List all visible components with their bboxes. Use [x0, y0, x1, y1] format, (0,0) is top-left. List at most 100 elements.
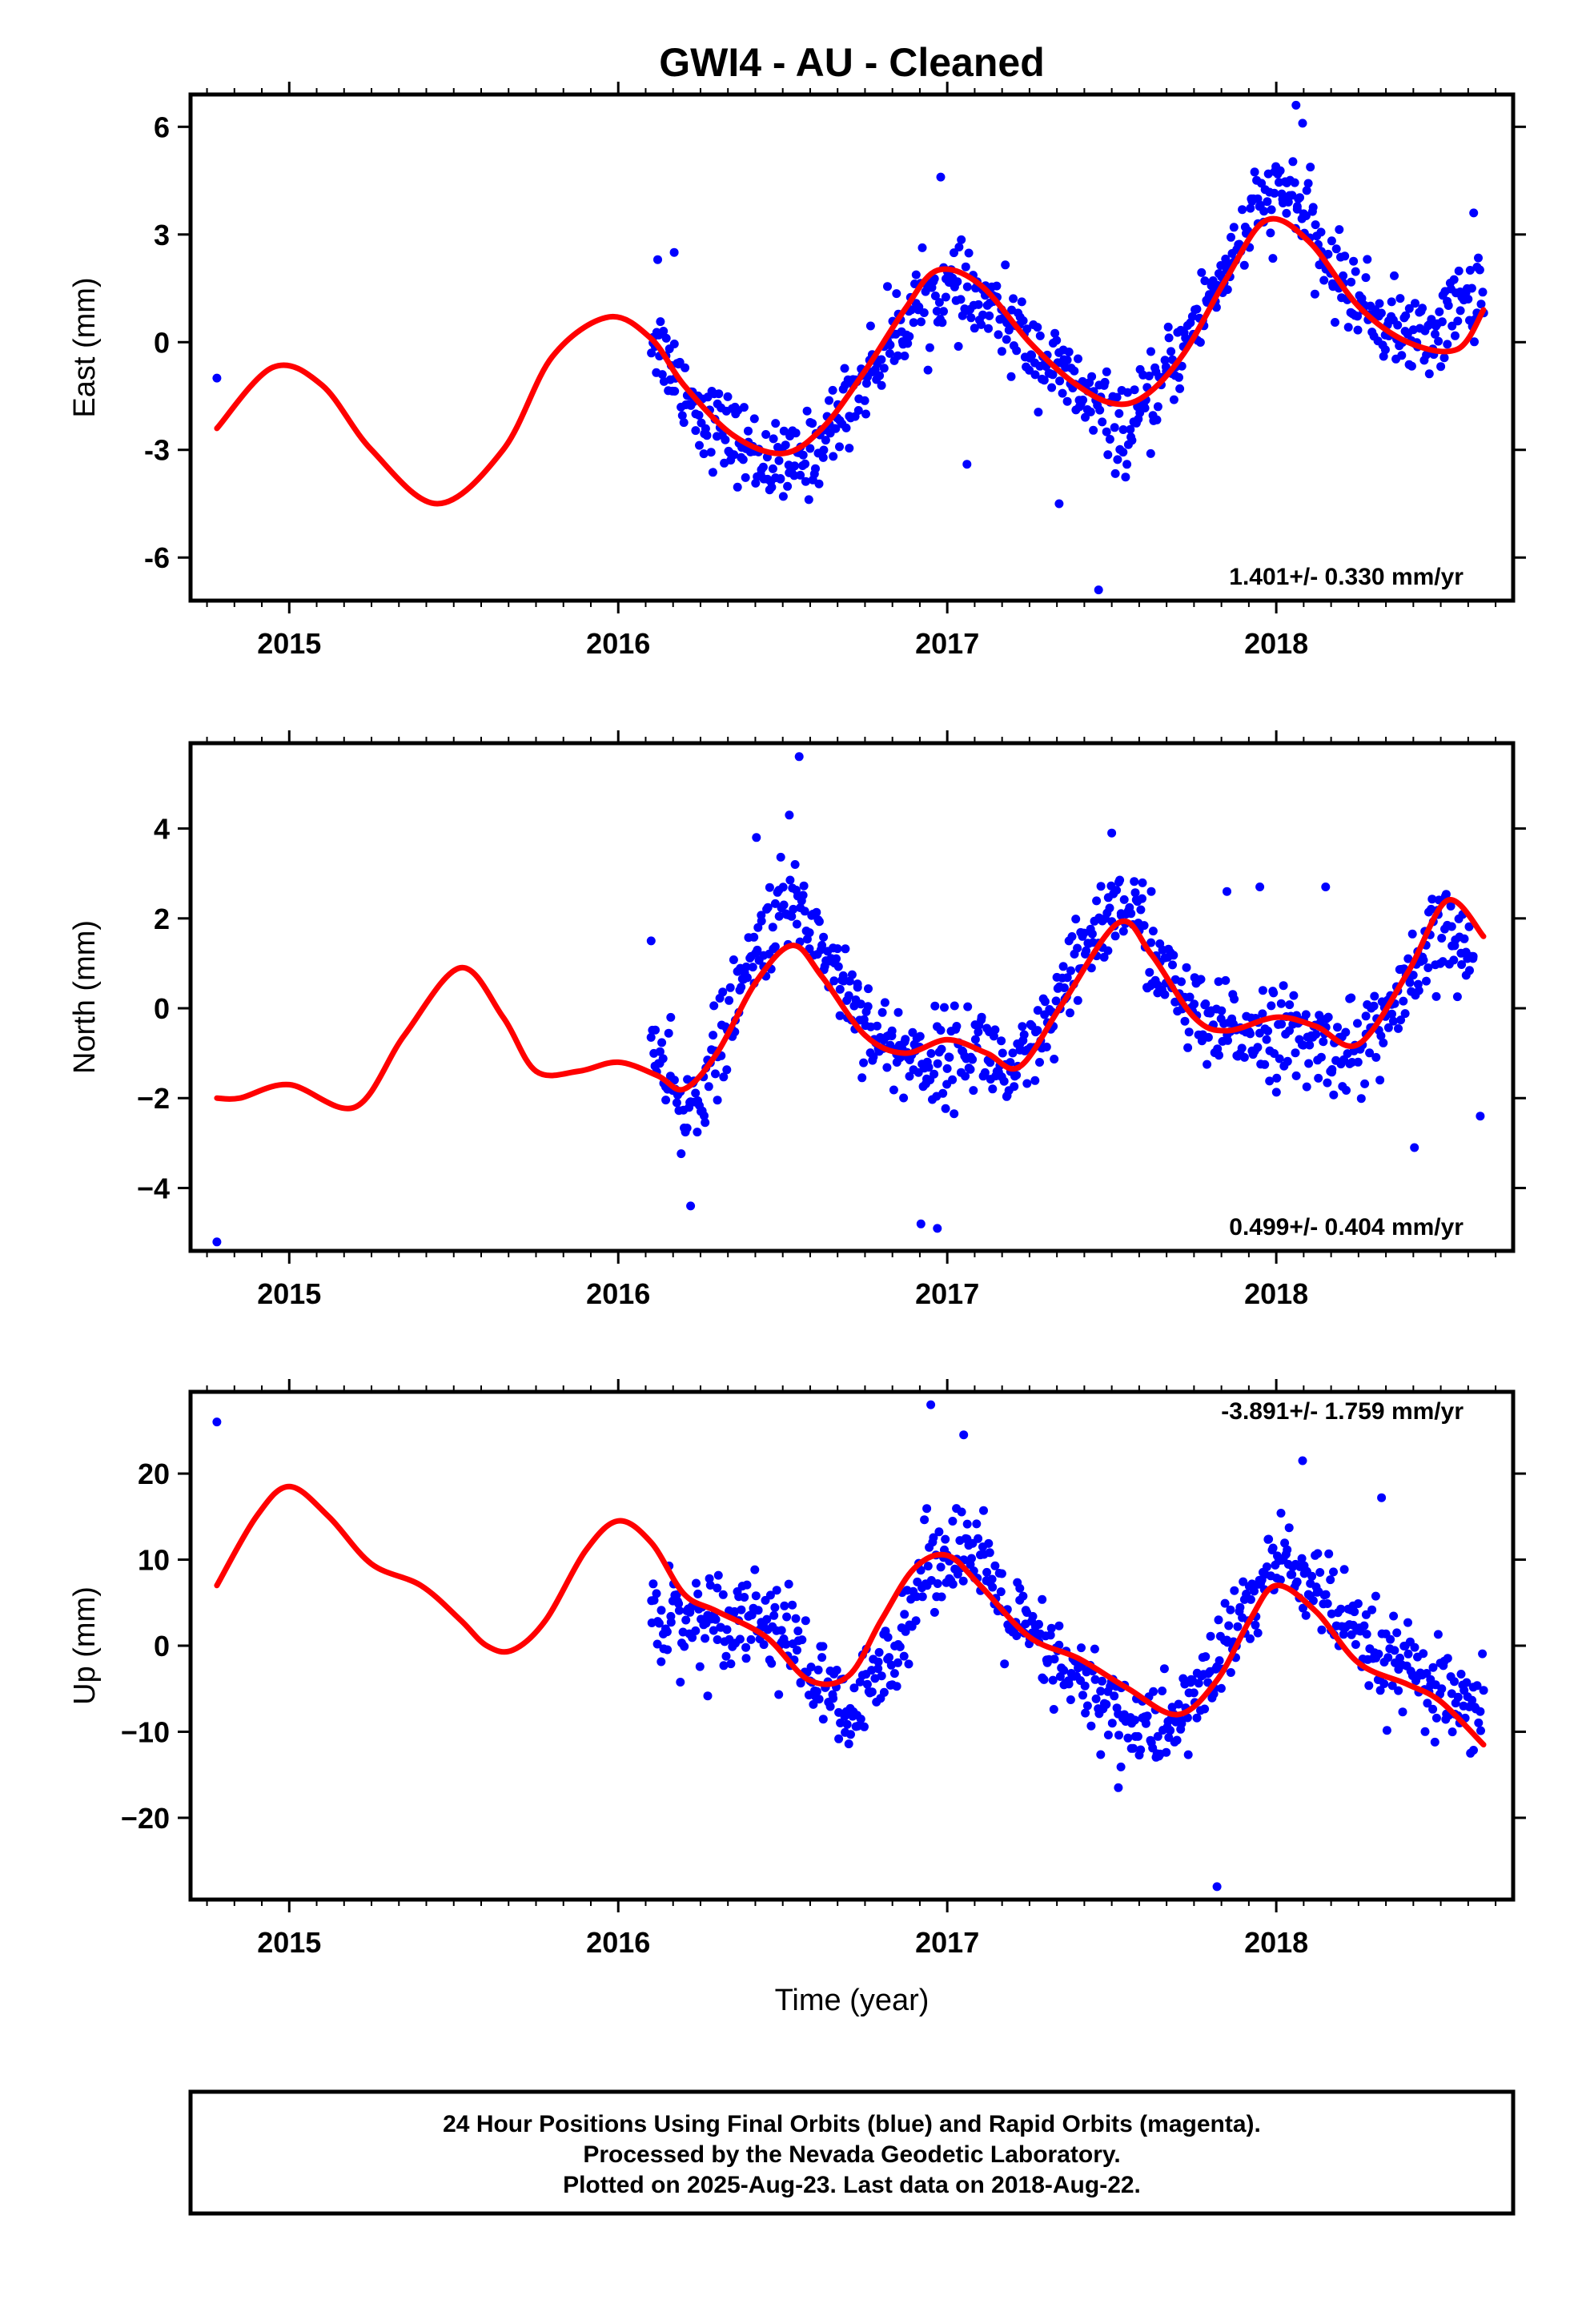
east-data-point	[1039, 376, 1049, 385]
north-x-tick-label: 2017	[915, 1277, 979, 1310]
up-data-point	[1359, 1621, 1369, 1630]
east-data-point	[1118, 448, 1128, 457]
east-data-point	[801, 459, 810, 468]
up-data-point	[1472, 1681, 1482, 1691]
east-data-point	[1311, 220, 1320, 230]
up-data-point	[1361, 1610, 1371, 1619]
north-data-point	[1333, 1023, 1342, 1032]
east-data-point	[1467, 283, 1476, 293]
up-data-point	[1284, 1523, 1294, 1533]
east-data-point	[1435, 307, 1444, 316]
up-data-point	[987, 1574, 997, 1584]
east-data-point	[1081, 412, 1090, 422]
north-data-point	[1457, 960, 1467, 969]
up-data-point	[1447, 1727, 1457, 1737]
north-data-point	[691, 1088, 701, 1098]
east-data-point	[1353, 325, 1363, 335]
east-data-point	[695, 440, 704, 450]
up-data-point	[923, 1562, 933, 1571]
north-data-point	[961, 1072, 970, 1081]
east-data-point	[941, 292, 950, 302]
east-data-point	[829, 452, 838, 461]
up-data-point	[911, 1616, 921, 1626]
east-data-point	[877, 355, 886, 364]
east-data-point	[814, 479, 824, 489]
up-data-point	[879, 1687, 889, 1697]
up-data-point	[1090, 1675, 1100, 1684]
east-data-point	[723, 392, 733, 401]
north-outlier-point	[752, 833, 761, 842]
north-data-point	[1311, 1030, 1321, 1039]
up-data-point	[770, 1602, 780, 1612]
up-data-point	[1039, 1675, 1049, 1684]
north-y-axis-label: North (mm)	[68, 920, 102, 1074]
north-data-point	[682, 1124, 692, 1133]
east-x-tick-label: 2018	[1244, 627, 1308, 660]
north-data-point	[814, 917, 824, 927]
up-data-point	[1307, 1571, 1317, 1581]
up-data-point	[900, 1610, 909, 1619]
north-data-point	[1370, 991, 1379, 1001]
east-data-point	[1411, 299, 1419, 308]
north-data-point	[1464, 922, 1474, 931]
up-data-point	[1443, 1654, 1452, 1663]
east-data-point	[953, 277, 962, 287]
north-data-point	[1387, 1009, 1396, 1019]
north-data-point	[863, 1002, 873, 1011]
up-data-point	[1428, 1704, 1438, 1714]
north-data-point	[792, 919, 801, 929]
up-data-point	[1159, 1664, 1169, 1674]
up-data-point	[1177, 1719, 1186, 1728]
east-data-point	[749, 414, 759, 424]
north-data-point	[893, 1007, 903, 1017]
north-data-point	[1272, 1073, 1282, 1083]
north-data-point	[704, 1082, 713, 1092]
up-data-point	[893, 1658, 902, 1667]
north-data-point	[1086, 963, 1096, 973]
north-data-point	[1112, 886, 1122, 895]
up-data-point	[1456, 1670, 1466, 1679]
up-data-point	[676, 1678, 685, 1687]
east-data-point	[1034, 408, 1043, 417]
north-data-point	[757, 916, 766, 926]
east-data-point	[917, 243, 927, 252]
east-data-point	[1216, 261, 1226, 270]
up-data-point	[1078, 1691, 1087, 1700]
east-data-point	[841, 423, 851, 432]
north-data-point	[725, 995, 734, 1005]
east-data-point	[779, 426, 789, 436]
north-data-point	[1035, 1058, 1044, 1067]
north-data-point	[1341, 1027, 1351, 1037]
up-data-point	[982, 1567, 992, 1577]
east-data-point	[1055, 376, 1065, 386]
up-data-point	[1398, 1707, 1407, 1717]
east-data-point	[1390, 271, 1399, 280]
up-data-point	[730, 1606, 739, 1616]
north-data-point	[880, 998, 889, 1007]
north-data-point	[1006, 1058, 1015, 1068]
up-data-point	[818, 1642, 828, 1651]
north-data-point	[1184, 1027, 1194, 1037]
up-data-point	[844, 1739, 853, 1749]
east-data-point	[1164, 333, 1174, 343]
up-data-point	[1142, 1711, 1152, 1721]
north-data-point	[672, 1098, 681, 1108]
east-data-point	[1126, 424, 1135, 434]
east-data-point	[1401, 311, 1411, 320]
up-data-point	[1153, 1731, 1162, 1741]
up-data-point	[899, 1651, 909, 1661]
east-data-point	[828, 385, 837, 395]
up-data-point	[1233, 1622, 1243, 1631]
up-data-point	[1382, 1726, 1391, 1735]
up-data-point	[1321, 1590, 1331, 1599]
east-data-point	[1012, 346, 1022, 356]
north-data-point	[770, 942, 780, 951]
east-data-point	[974, 300, 983, 309]
east-data-point	[679, 418, 689, 428]
up-data-point	[856, 1715, 865, 1724]
up-data-point	[1158, 1687, 1167, 1695]
east-data-point	[1349, 256, 1359, 266]
north-data-point	[882, 1063, 892, 1072]
east-data-point	[1246, 203, 1255, 213]
east-data-point	[909, 318, 918, 328]
